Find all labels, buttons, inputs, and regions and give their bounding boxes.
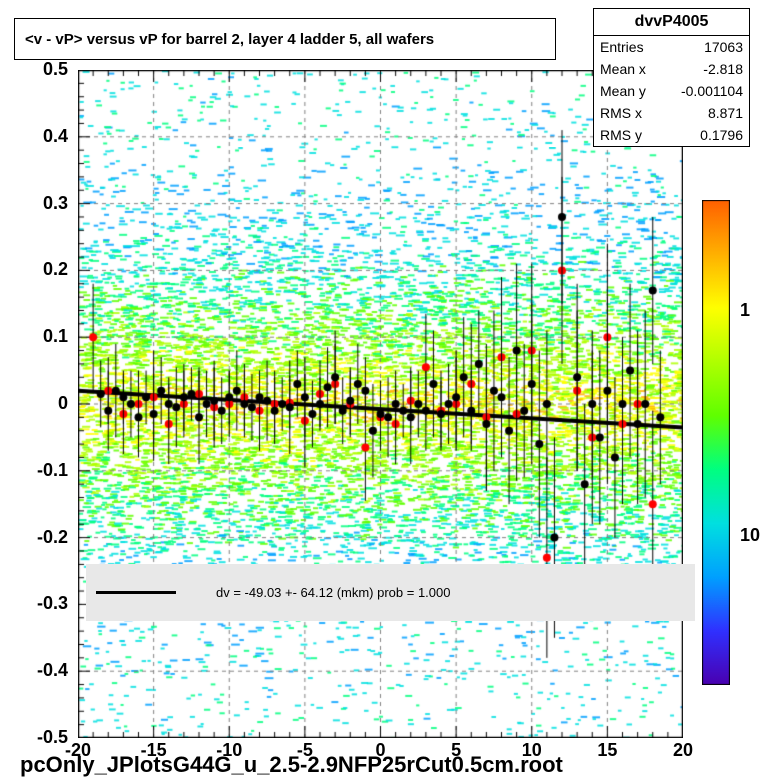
stats-value: 17063 <box>704 39 743 55</box>
stats-label: Mean x <box>600 61 646 77</box>
plot-canvas <box>78 70 683 738</box>
stats-row-rmsy: RMS y 0.1796 <box>594 124 749 146</box>
stats-value: 8.871 <box>708 105 743 121</box>
stats-row-meanx: Mean x -2.818 <box>594 58 749 80</box>
y-tick-label: -0.1 <box>8 460 68 481</box>
stats-box: dvvP4005 Entries 17063 Mean x -2.818 Mea… <box>593 8 750 147</box>
stats-label: RMS y <box>600 127 642 143</box>
colorbar-canvas <box>702 200 730 685</box>
y-tick-label: -0.3 <box>8 593 68 614</box>
colorbar-tick-label: 1 <box>740 300 750 321</box>
y-tick-label: 0.2 <box>8 259 68 280</box>
stats-label: RMS x <box>600 105 642 121</box>
stats-row-entries: Entries 17063 <box>594 36 749 58</box>
y-tick-label: 0 <box>8 393 68 414</box>
chart-title: <v - vP> versus vP for barrel 2, layer 4… <box>25 31 434 48</box>
y-tick-label: 0.5 <box>8 59 68 80</box>
y-tick-label: 0.3 <box>8 193 68 214</box>
stats-row-meany: Mean y -0.001104 <box>594 80 749 102</box>
stats-title: dvvP4005 <box>594 9 749 36</box>
stats-value: -0.001104 <box>681 83 743 99</box>
y-tick-label: -0.4 <box>8 660 68 681</box>
footer-filename: pcOnly_JPlotsG44G_u_2.5-2.9NFP25rCut0.5c… <box>20 752 563 778</box>
fit-line-sample <box>96 591 176 594</box>
y-tick-label: 0.1 <box>8 326 68 347</box>
fit-legend-box: dv = -49.03 +- 64.12 (mkm) prob = 1.000 <box>86 564 695 621</box>
plot-area: dv = -49.03 +- 64.12 (mkm) prob = 1.000 <box>78 70 683 738</box>
x-tick-label: 20 <box>663 740 703 761</box>
chart-title-box: <v - vP> versus vP for barrel 2, layer 4… <box>14 18 556 60</box>
stats-label: Entries <box>600 39 644 55</box>
fit-text: dv = -49.03 +- 64.12 (mkm) prob = 1.000 <box>216 585 451 600</box>
y-tick-label: 0.4 <box>8 126 68 147</box>
x-tick-label: 15 <box>587 740 627 761</box>
y-tick-label: -0.2 <box>8 527 68 548</box>
stats-label: Mean y <box>600 83 646 99</box>
stats-row-rmsx: RMS x 8.871 <box>594 102 749 124</box>
stats-value: 0.1796 <box>700 127 743 143</box>
stats-value: -2.818 <box>703 61 743 77</box>
colorbar <box>702 200 730 685</box>
colorbar-tick-label: 10 <box>740 525 760 546</box>
